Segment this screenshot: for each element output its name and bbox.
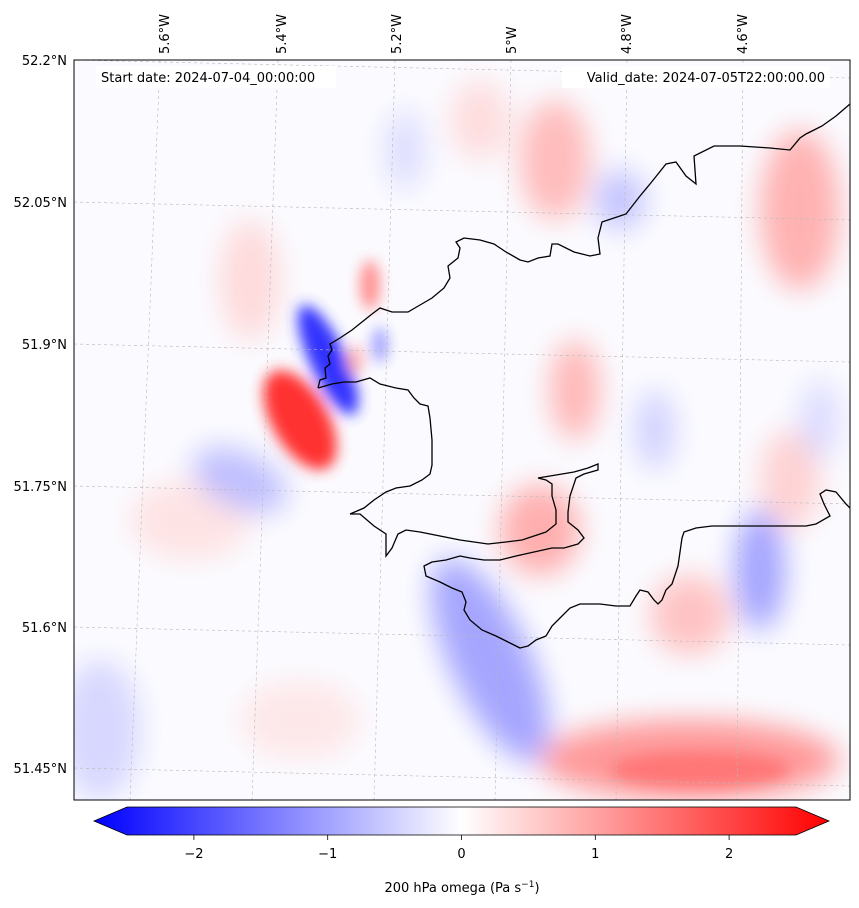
omega-blob xyxy=(800,380,840,460)
lat-label: 51.9°N xyxy=(22,338,67,353)
omega-blob xyxy=(760,130,840,290)
valid-date-box: Valid_date: 2024-07-05T22:00:00.00 xyxy=(562,66,830,88)
omega-blob xyxy=(372,327,388,363)
start-date-label: Start date: 2024-07-04_00:00:00 xyxy=(101,71,315,86)
omega-blob xyxy=(610,752,790,788)
omega-blob xyxy=(240,680,360,760)
omega-blob xyxy=(347,345,363,375)
coastline xyxy=(317,103,850,649)
omega-blob xyxy=(360,260,380,310)
omega-blob xyxy=(297,305,359,415)
lat-label: 52.2°N xyxy=(22,54,67,69)
lon-label: 4.6°W xyxy=(736,14,751,54)
coastline-south xyxy=(317,377,850,649)
map-panel: Start date: 2024-07-04_00:00:00 Valid_da… xyxy=(73,59,851,801)
lon-label: 5°W xyxy=(505,26,520,54)
latitude-labels: 52.2°N 52.05°N 51.9°N 51.75°N 51.6°N 51.… xyxy=(14,54,67,777)
lon-label: 5.2°W xyxy=(390,14,405,54)
start-date-box: Start date: 2024-07-04_00:00:00 xyxy=(96,66,336,88)
colorbar-tick-label: 1 xyxy=(591,847,599,862)
omega-blob xyxy=(550,340,600,440)
omega-blob xyxy=(735,510,785,630)
valid-date-label: Valid_date: 2024-07-05T22:00:00.00 xyxy=(587,71,825,86)
omega-blob xyxy=(74,660,140,800)
omega-blob xyxy=(520,100,590,220)
longitude-labels: 5.6°W 5.4°W 5.2°W 5°W 4.8°W 4.6°W xyxy=(158,14,751,54)
lat-label: 51.6°N xyxy=(22,621,67,636)
omega-blob xyxy=(385,110,425,190)
omega-blob xyxy=(500,485,580,575)
colorbar-tick-label: 0 xyxy=(457,847,465,862)
colorbar-ticks: −2 −1 0 1 2 xyxy=(184,835,733,862)
lon-label: 5.6°W xyxy=(158,14,173,54)
colorbar-bar xyxy=(92,806,831,836)
colorbar-title: 200 hPa omega (Pa s−1) xyxy=(384,880,539,896)
omega-blob xyxy=(431,558,549,762)
omega-field xyxy=(74,80,840,800)
map-frame xyxy=(73,59,851,801)
omega-blob xyxy=(450,80,510,160)
omega-blob xyxy=(263,370,337,470)
omega-blob xyxy=(220,220,280,340)
colorbar: −2 −1 0 1 2 200 hPa omega (Pa s−1) xyxy=(92,806,831,896)
lat-label: 52.05°N xyxy=(14,196,67,211)
lon-label: 4.8°W xyxy=(620,14,635,54)
omega-blob xyxy=(193,446,287,514)
lat-label: 51.75°N xyxy=(14,480,67,495)
coastline-north xyxy=(317,103,850,389)
omega-blob xyxy=(650,575,730,655)
colorbar-tick-label: −1 xyxy=(318,847,337,862)
colorbar-tick-label: 2 xyxy=(725,847,733,862)
omega-blob xyxy=(635,390,675,470)
colorbar-tick-label: −2 xyxy=(184,847,203,862)
lon-label: 5.4°W xyxy=(275,14,290,54)
lat-label: 51.45°N xyxy=(14,762,67,777)
omega-blob xyxy=(760,430,820,530)
